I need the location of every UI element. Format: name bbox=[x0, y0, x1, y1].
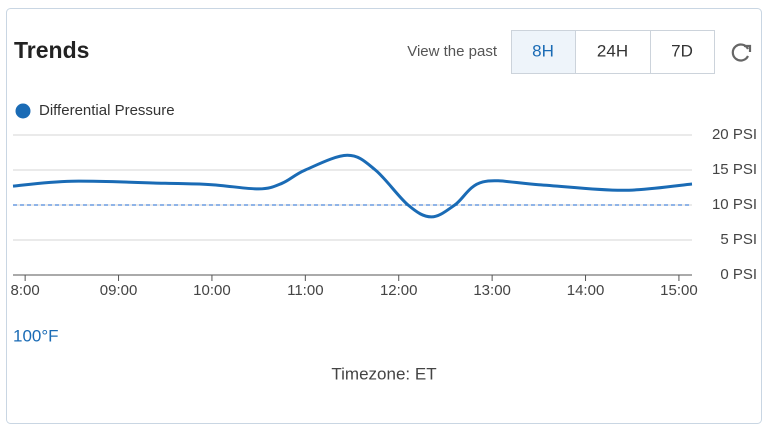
x-tick-label: 14:00 bbox=[567, 282, 605, 299]
x-tick-label: 09:00 bbox=[100, 282, 138, 299]
y-tick-label: 15 PSI bbox=[712, 161, 757, 178]
range-button-bg bbox=[650, 30, 715, 74]
series-line bbox=[12, 153, 693, 219]
legend-label: Differential Pressure bbox=[39, 102, 175, 119]
temperature: 100°F bbox=[13, 326, 59, 345]
range-button-label: 7D bbox=[671, 41, 693, 60]
range-button-label: 8H bbox=[532, 41, 554, 60]
card-border bbox=[6, 8, 762, 424]
range-button[interactable]: 8H bbox=[511, 30, 576, 74]
range-prompt: View the past bbox=[407, 43, 498, 60]
range-selector: 8H 24H 7D bbox=[511, 30, 715, 74]
x-tick-label: 13:00 bbox=[473, 282, 511, 299]
range-button-label: 24H bbox=[597, 41, 628, 60]
x-tick-label: 11:00 bbox=[287, 282, 323, 299]
x-tick-label: 10:00 bbox=[193, 282, 231, 299]
range-button-bg bbox=[511, 30, 576, 74]
x-tick-label: 15:00 bbox=[660, 282, 698, 299]
range-button[interactable]: 7D bbox=[650, 30, 715, 74]
y-tick-label: 10 PSI bbox=[712, 196, 757, 213]
y-tick-label: 5 PSI bbox=[720, 231, 757, 248]
refresh-arrow bbox=[744, 44, 752, 52]
y-tick-label: 20 PSI bbox=[712, 126, 757, 143]
timezone: Timezone: ET bbox=[331, 364, 436, 383]
y-tick-label: 0 PSI bbox=[720, 266, 757, 283]
refresh-icon bbox=[731, 43, 749, 62]
range-button[interactable]: 24H bbox=[575, 30, 651, 74]
title: Trends bbox=[14, 37, 89, 63]
x-tick-label: 12:00 bbox=[380, 282, 418, 299]
x-tick-label: 8:00 bbox=[11, 282, 40, 299]
legend-dot bbox=[15, 103, 31, 119]
plot: 0 PSI 5 PSI 10 PSI 15 PSI 20 PSI 8:00 09:00 10:… bbox=[11, 126, 757, 299]
refresh-button[interactable] bbox=[731, 43, 752, 62]
